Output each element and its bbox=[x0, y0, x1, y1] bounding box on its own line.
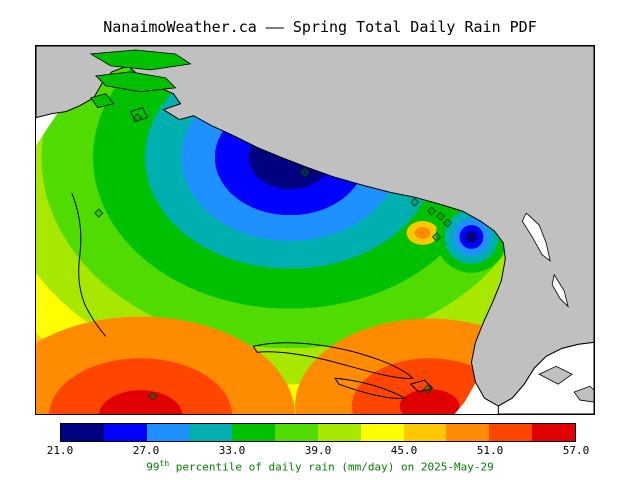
rain-coastal-spot bbox=[406, 221, 439, 245]
colorbar-segment bbox=[103, 424, 147, 441]
colorbar-tick-label: 51.0 bbox=[476, 444, 504, 457]
caption-base: 99 bbox=[146, 460, 160, 474]
colorbar-segment bbox=[489, 424, 533, 441]
islands-outline bbox=[252, 342, 434, 399]
colorbar-tick-label: 27.0 bbox=[132, 444, 160, 457]
colorbar-tick-label: 33.0 bbox=[218, 444, 246, 457]
colorbar-tick-label: 45.0 bbox=[390, 444, 418, 457]
station-marker bbox=[409, 197, 420, 207]
chart-title: NanaimoWeather.ca —— Spring Total Daily … bbox=[103, 18, 537, 36]
rain-max-southwest bbox=[36, 316, 296, 414]
station-marker bbox=[300, 167, 310, 177]
colorbar-segment bbox=[403, 424, 447, 441]
station-marker bbox=[442, 218, 453, 228]
colorbar-tick-labels: 21.0 27.0 33.0 39.0 45.0 51.0 57.0 bbox=[47, 444, 590, 458]
colorbar-tick-label: 57.0 bbox=[562, 444, 590, 457]
colorbar-caption: 99th percentile of daily rain (mm/day) o… bbox=[0, 459, 640, 474]
mainland-lakes bbox=[521, 212, 569, 308]
colorbar-tick-label: 39.0 bbox=[304, 444, 332, 457]
station-marker bbox=[94, 208, 104, 218]
station-marker bbox=[132, 112, 143, 123]
station-marker bbox=[426, 206, 437, 216]
colorbar-segment bbox=[275, 424, 318, 441]
coastline-west bbox=[71, 193, 107, 337]
colorbar-segment bbox=[189, 424, 233, 441]
colorbar-segment bbox=[360, 424, 404, 441]
station-marker bbox=[147, 391, 158, 401]
colorbar-segment bbox=[232, 424, 276, 441]
inlet-water bbox=[89, 49, 192, 123]
sea-area-southeast bbox=[497, 341, 594, 414]
colorbar-segment bbox=[532, 424, 575, 441]
colorbar-segment bbox=[446, 424, 490, 441]
colorbar-segment bbox=[146, 424, 190, 441]
caption-superscript: th bbox=[159, 459, 170, 468]
caption-rest: percentile of daily rain (mm/day) on 202… bbox=[169, 460, 494, 474]
colorbar-segment bbox=[61, 424, 104, 441]
map-panel bbox=[35, 45, 595, 415]
station-marker bbox=[431, 232, 442, 242]
station-markers bbox=[94, 112, 453, 401]
colorbar bbox=[60, 423, 576, 442]
rain-map-svg bbox=[36, 46, 594, 414]
colorbar-segment bbox=[317, 424, 361, 441]
station-marker bbox=[422, 384, 433, 394]
station-marker bbox=[435, 211, 446, 221]
colorbar-tick-label: 21.0 bbox=[46, 444, 74, 457]
